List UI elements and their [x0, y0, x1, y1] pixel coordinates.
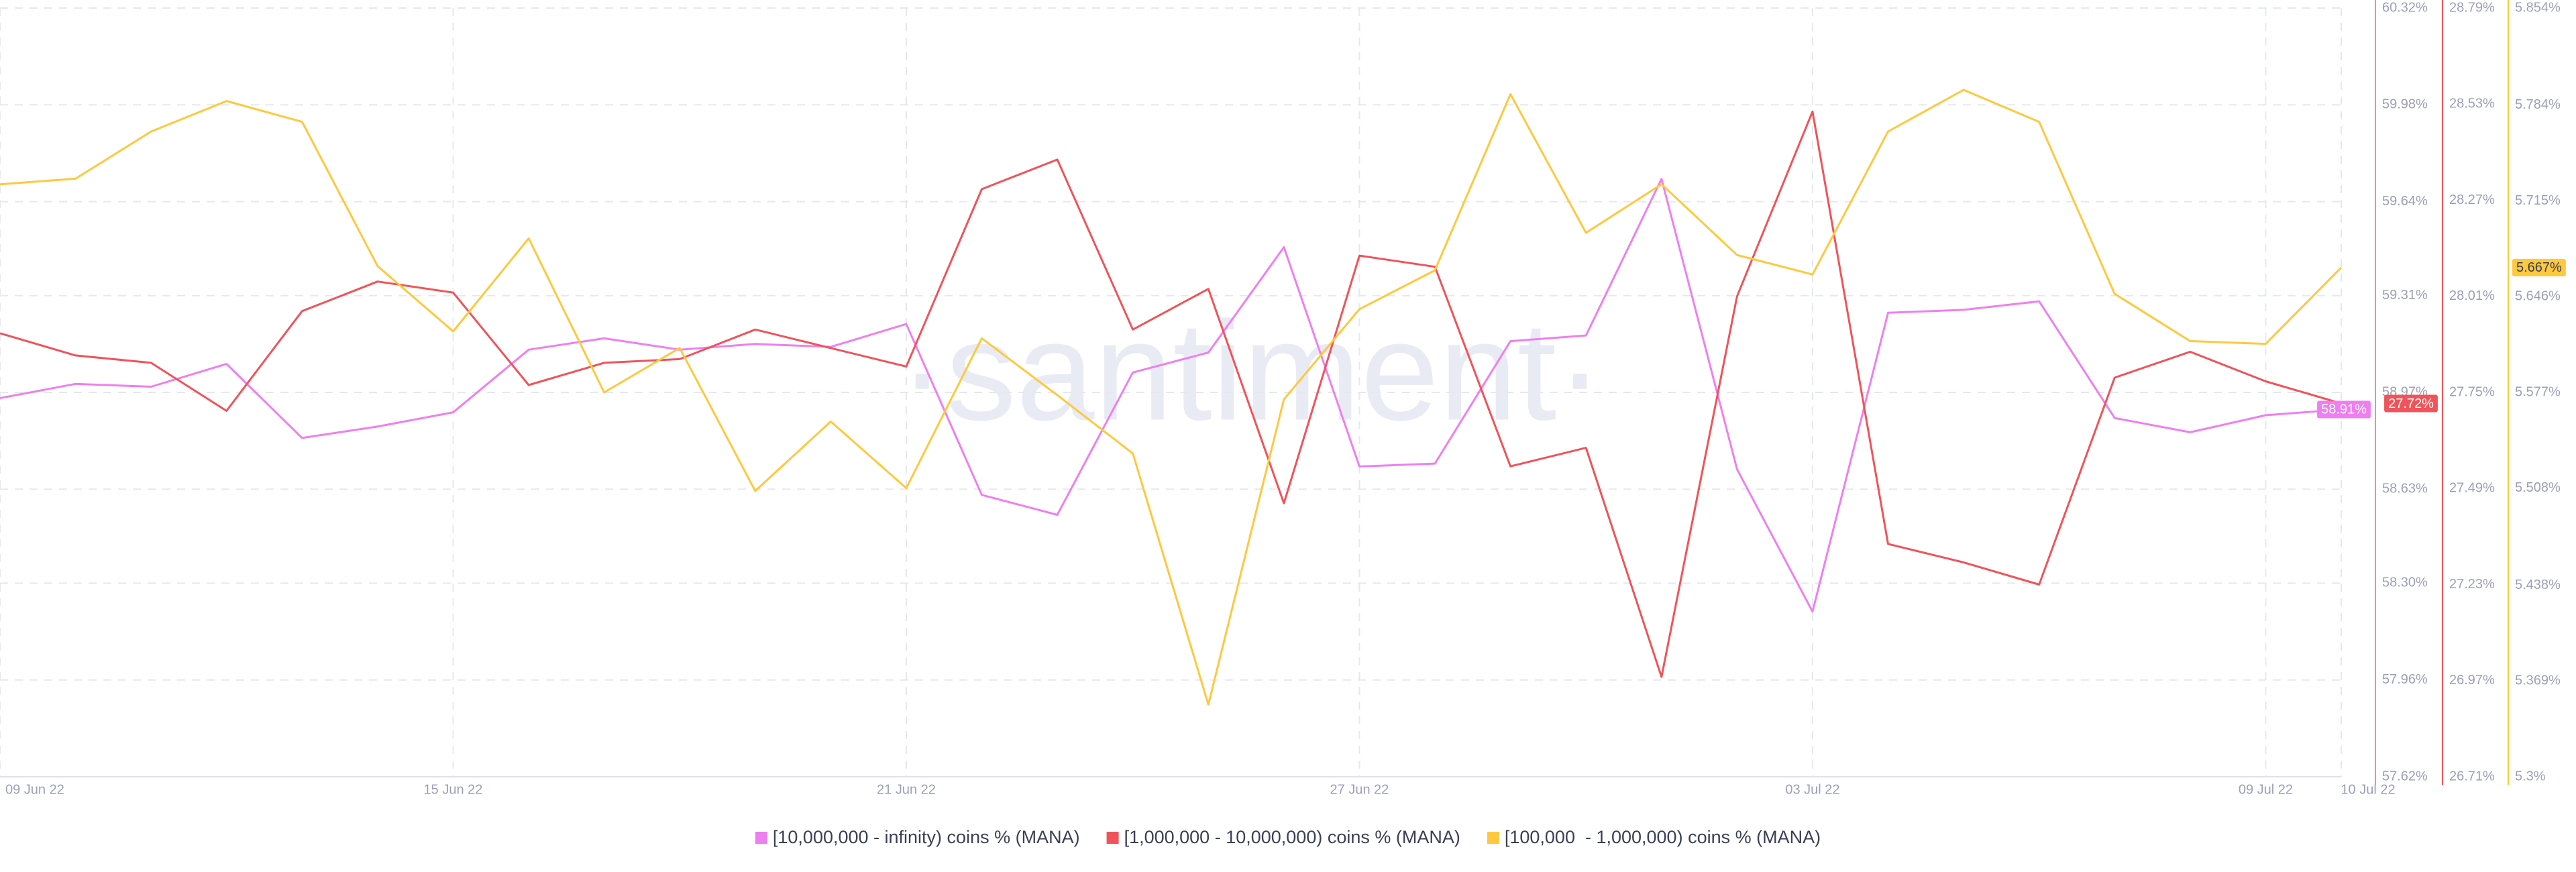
series-line: [0, 178, 2342, 613]
y-tick-label: 57.62%: [2382, 769, 2428, 783]
legend-item: [10,000,000 - infinity) coins % (MANA): [755, 827, 1080, 847]
y-tick-label: 59.31%: [2382, 288, 2428, 303]
y-tick-label: 5.577%: [2515, 384, 2561, 399]
legend-label: [100,000 - 1,000,000) coins % (MANA): [1505, 827, 1821, 847]
y-tick-label: 27.49%: [2449, 481, 2495, 496]
y-tick-label: 57.96%: [2382, 672, 2428, 687]
last-value-badge: 58.91%: [2317, 400, 2371, 419]
y-tick-label: 27.23%: [2449, 577, 2495, 592]
legend-label: [10,000,000 - infinity) coins % (MANA): [773, 827, 1080, 847]
last-value-badge: 27.72%: [2384, 394, 2438, 413]
y-tick-label: 5.854%: [2515, 0, 2561, 15]
x-tick-label: 09 Jul 22: [2239, 782, 2293, 797]
last-value-badge: 5.667%: [2512, 258, 2566, 276]
y-tick-label: 5.646%: [2515, 289, 2561, 304]
x-tick-label: 03 Jul 22: [1785, 782, 1839, 797]
badge-box: [2317, 400, 2371, 419]
y-tick-label: 59.98%: [2382, 97, 2428, 112]
legend-swatch: [755, 832, 767, 844]
y-tick-label: 26.71%: [2449, 769, 2495, 783]
y-tick-label: 5.369%: [2515, 673, 2561, 688]
legend-item: [100,000 - 1,000,000) coins % (MANA): [1487, 827, 1821, 847]
y-tick-label: 5.784%: [2515, 97, 2561, 112]
y-tick-label: 58.30%: [2382, 576, 2428, 590]
y-tick-label: 27.75%: [2449, 384, 2495, 399]
y-tick-label: 5.508%: [2515, 480, 2561, 495]
badge-box: [2512, 258, 2566, 276]
x-tick-label: 09 Jun 22: [5, 782, 64, 797]
y-tick-label: 28.27%: [2449, 193, 2495, 207]
badge-label: 27.72%: [2388, 396, 2434, 411]
x-tick-label: 10 Jul 22: [2341, 782, 2395, 797]
y-tick-label: 58.63%: [2382, 482, 2428, 496]
x-tick-label: 27 Jun 22: [1330, 782, 1389, 797]
legend-label: [1,000,000 - 10,000,000) coins % (MANA): [1124, 827, 1460, 847]
y-tick-label: 60.32%: [2382, 0, 2428, 15]
y-tick-label: 28.79%: [2449, 0, 2495, 15]
watermark: ·santiment·: [899, 292, 1603, 449]
badge-label: 58.91%: [2321, 402, 2367, 417]
y-tick-label: 28.01%: [2449, 288, 2495, 303]
y-tick-label: 28.53%: [2449, 97, 2495, 111]
series-line: [0, 89, 2343, 706]
x-tick-label: 21 Jun 22: [877, 782, 936, 797]
x-tick-label: 15 Jun 22: [424, 782, 483, 797]
legend-swatch: [1487, 832, 1499, 844]
y-tick-label: 5.715%: [2515, 193, 2561, 208]
badge-box: [2384, 394, 2438, 413]
badge-label: 5.667%: [2516, 260, 2562, 275]
y-tick-label: 26.97%: [2449, 673, 2495, 688]
y-tick-label: 5.3%: [2515, 769, 2546, 783]
legend-swatch: [1106, 832, 1119, 844]
legend-item: [1,000,000 - 10,000,000) coins % (MANA): [1106, 827, 1460, 847]
y-tick-label: 5.438%: [2515, 578, 2561, 592]
y-tick-label: 59.64%: [2382, 194, 2428, 209]
legend: [10,000,000 - infinity) coins % (MANA) [1…: [755, 827, 1821, 847]
series-line: [0, 110, 2342, 678]
